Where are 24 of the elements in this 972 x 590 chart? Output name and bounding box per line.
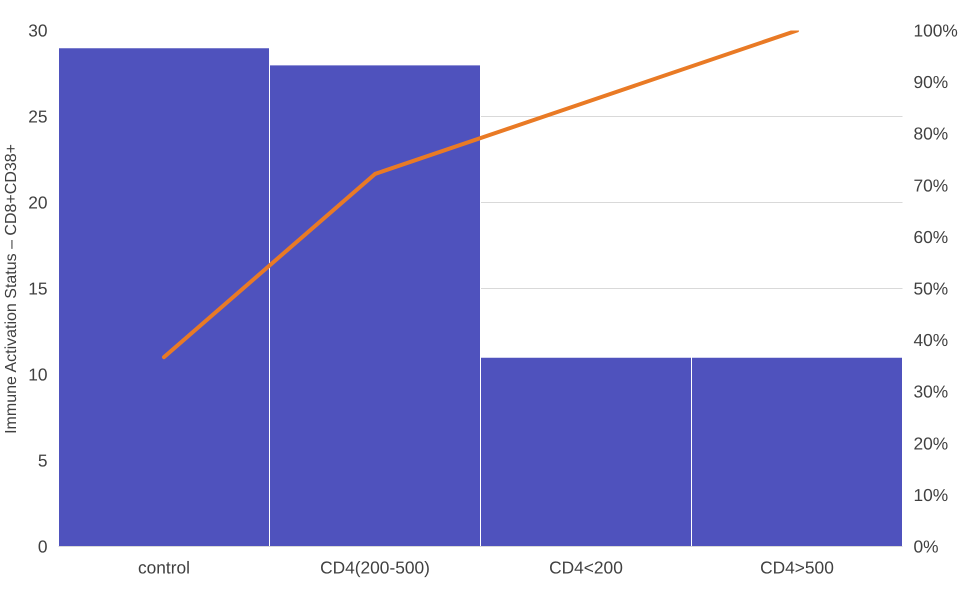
x-tick-label: CD4>500 xyxy=(760,558,834,578)
y2-tick-label: 80% xyxy=(914,124,948,144)
x-tick-label: CD4(200-500) xyxy=(320,558,430,578)
y2-tick-label: 70% xyxy=(914,175,948,196)
y2-tick-label: 100% xyxy=(914,20,958,40)
y2-tick-label: 20% xyxy=(914,433,948,454)
y-tick-label: 25 xyxy=(28,106,48,126)
y-tick-label: 15 xyxy=(28,278,48,298)
y-axis-title: Immune Activation Status – CD8+CD38+ xyxy=(3,144,20,434)
y-tick-label: 0 xyxy=(38,536,48,556)
y2-tick-label: 50% xyxy=(914,278,948,298)
y2-tick-label: 60% xyxy=(914,226,948,247)
y2-tick-label: 10% xyxy=(914,484,948,505)
y2-tick-label: 0% xyxy=(914,536,939,556)
y2-tick-label: 40% xyxy=(914,330,948,350)
y-tick-label: 30 xyxy=(28,20,48,40)
x-tick-label: control xyxy=(138,558,190,578)
y-tick-label: 20 xyxy=(28,192,48,212)
x-tick-label: CD4<200 xyxy=(549,558,623,578)
y-tick-label: 10 xyxy=(28,364,48,384)
y2-tick-label: 30% xyxy=(914,382,948,402)
y2-tick-label: 90% xyxy=(914,72,948,92)
y-tick-label: 5 xyxy=(38,450,48,470)
line-series xyxy=(162,30,799,360)
